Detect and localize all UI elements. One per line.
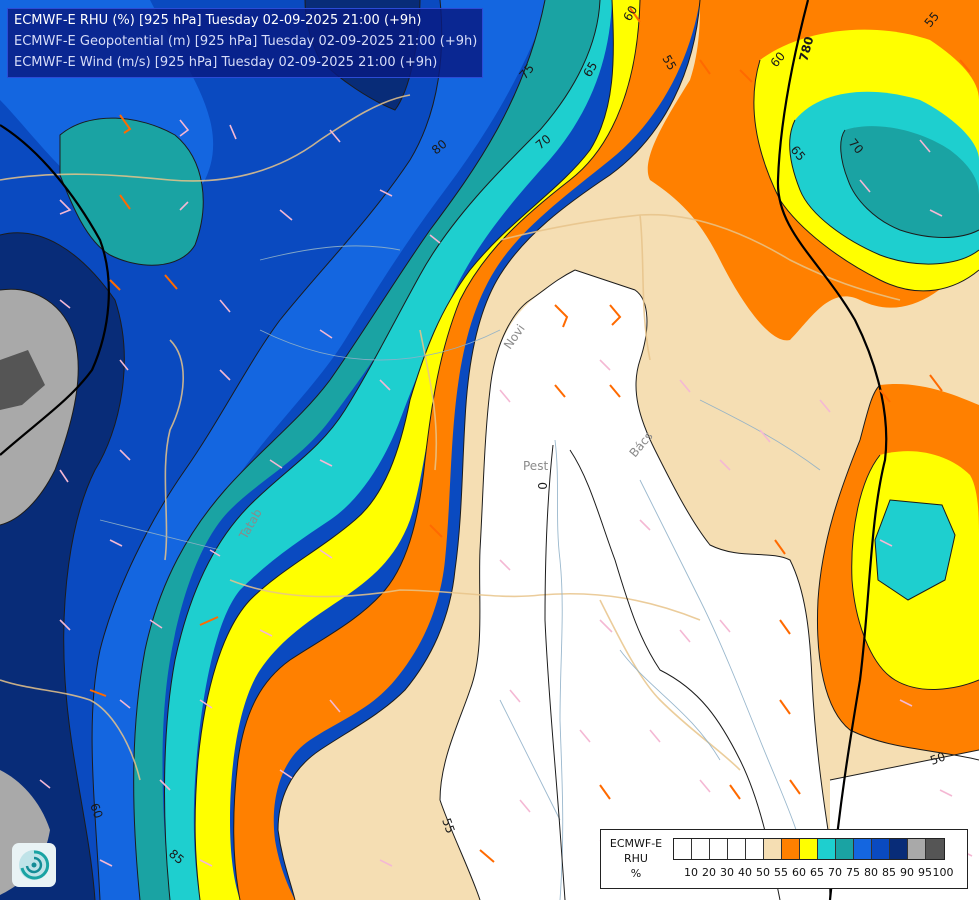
legend-tick-label: 50 — [756, 866, 770, 879]
legend-tick-label: 90 — [900, 866, 914, 879]
legend-swatch — [692, 839, 710, 859]
legend-tick-label: 100 — [932, 866, 954, 879]
legend-tick-label: 40 — [738, 866, 752, 879]
legend-swatch — [746, 839, 764, 859]
rhu-70-field-east — [875, 500, 955, 600]
geopotential-isolines-thin — [544, 444, 781, 900]
rhu-75-field-ne — [840, 126, 979, 238]
legend-title: ECMWF-E RHU % — [604, 836, 668, 881]
legend-swatch — [818, 839, 836, 859]
legend-tick-label: 95 — [918, 866, 932, 879]
contour-label: 60 — [620, 3, 640, 23]
legend-tick-label: 20 — [702, 866, 716, 879]
geopotential-title: ECMWF-E Geopotential (m) [925 hPa] Tuesd… — [14, 34, 478, 49]
geopotential-label: 780 — [796, 35, 816, 63]
legend-tick-label: 10 — [684, 866, 698, 879]
map-title-box: ECMWF-E RHU (%) [925 hPa] Tuesday 02-09-… — [7, 8, 483, 78]
rhu-75-field-nw — [60, 118, 204, 266]
legend-swatch — [836, 839, 854, 859]
wind-title: ECMWF-E Wind (m/s) [925 hPa] Tuesday 02-… — [14, 55, 438, 70]
river-lines — [99, 245, 821, 900]
contour-label: 60 — [87, 801, 105, 820]
rhu-80-field — [92, 0, 551, 900]
legend-swatch — [908, 839, 926, 859]
legend-swatch — [872, 839, 890, 859]
country-borders — [0, 94, 901, 781]
legend-tick-label: 30 — [720, 866, 734, 879]
legend-swatch — [800, 839, 818, 859]
wind-barbs — [39, 119, 973, 867]
legend-swatch — [764, 839, 782, 859]
legend-swatch — [674, 839, 692, 859]
legend-variable: RHU — [624, 852, 648, 865]
contour-label: 55 — [659, 53, 679, 73]
color-legend: ECMWF-E RHU % 10 20 30 40 50 55 60 65 70 75 80 85 90… — [600, 829, 968, 889]
rhu-100-field — [0, 350, 45, 410]
legend-tick-label: 55 — [774, 866, 788, 879]
wind-barbs-strong — [89, 7, 971, 863]
place-label: Pest — [523, 459, 548, 473]
contour-label: 50 — [928, 749, 947, 767]
legend-swatch — [782, 839, 800, 859]
legend-swatch — [926, 839, 944, 859]
legend-unit: % — [630, 867, 642, 880]
legend-tick-labels: 10 20 30 40 50 55 60 65 70 75 80 85 90 95 100 — [673, 866, 973, 880]
legend-color-bar — [673, 838, 945, 860]
rhu-60-field — [233, 0, 700, 900]
legend-swatch — [710, 839, 728, 859]
geopotential-label: 0 — [535, 482, 549, 490]
legend-tick-label: 80 — [864, 866, 878, 879]
legend-swatch — [728, 839, 746, 859]
legend-swatch — [854, 839, 872, 859]
legend-tick-label: 60 — [792, 866, 806, 879]
rhu-title: ECMWF-E RHU (%) [925 hPa] Tuesday 02-09-… — [14, 13, 422, 28]
legend-swatch — [890, 839, 908, 859]
ecmwf-logo-icon — [12, 843, 56, 887]
legend-tick-label: 85 — [882, 866, 896, 879]
geopotential-isolines — [0, 0, 888, 900]
contour-label: 65 — [580, 59, 600, 79]
legend-tick-label: 70 — [828, 866, 842, 879]
contour-label: 55 — [439, 816, 457, 835]
legend-tick-label: 75 — [846, 866, 860, 879]
rhu-95-field — [0, 289, 79, 525]
legend-model: ECMWF-E — [609, 837, 663, 850]
legend-tick-label: 65 — [810, 866, 824, 879]
swirl-icon — [19, 850, 50, 880]
rhu-50-field — [440, 270, 830, 900]
rhu-75-field — [133, 0, 600, 900]
